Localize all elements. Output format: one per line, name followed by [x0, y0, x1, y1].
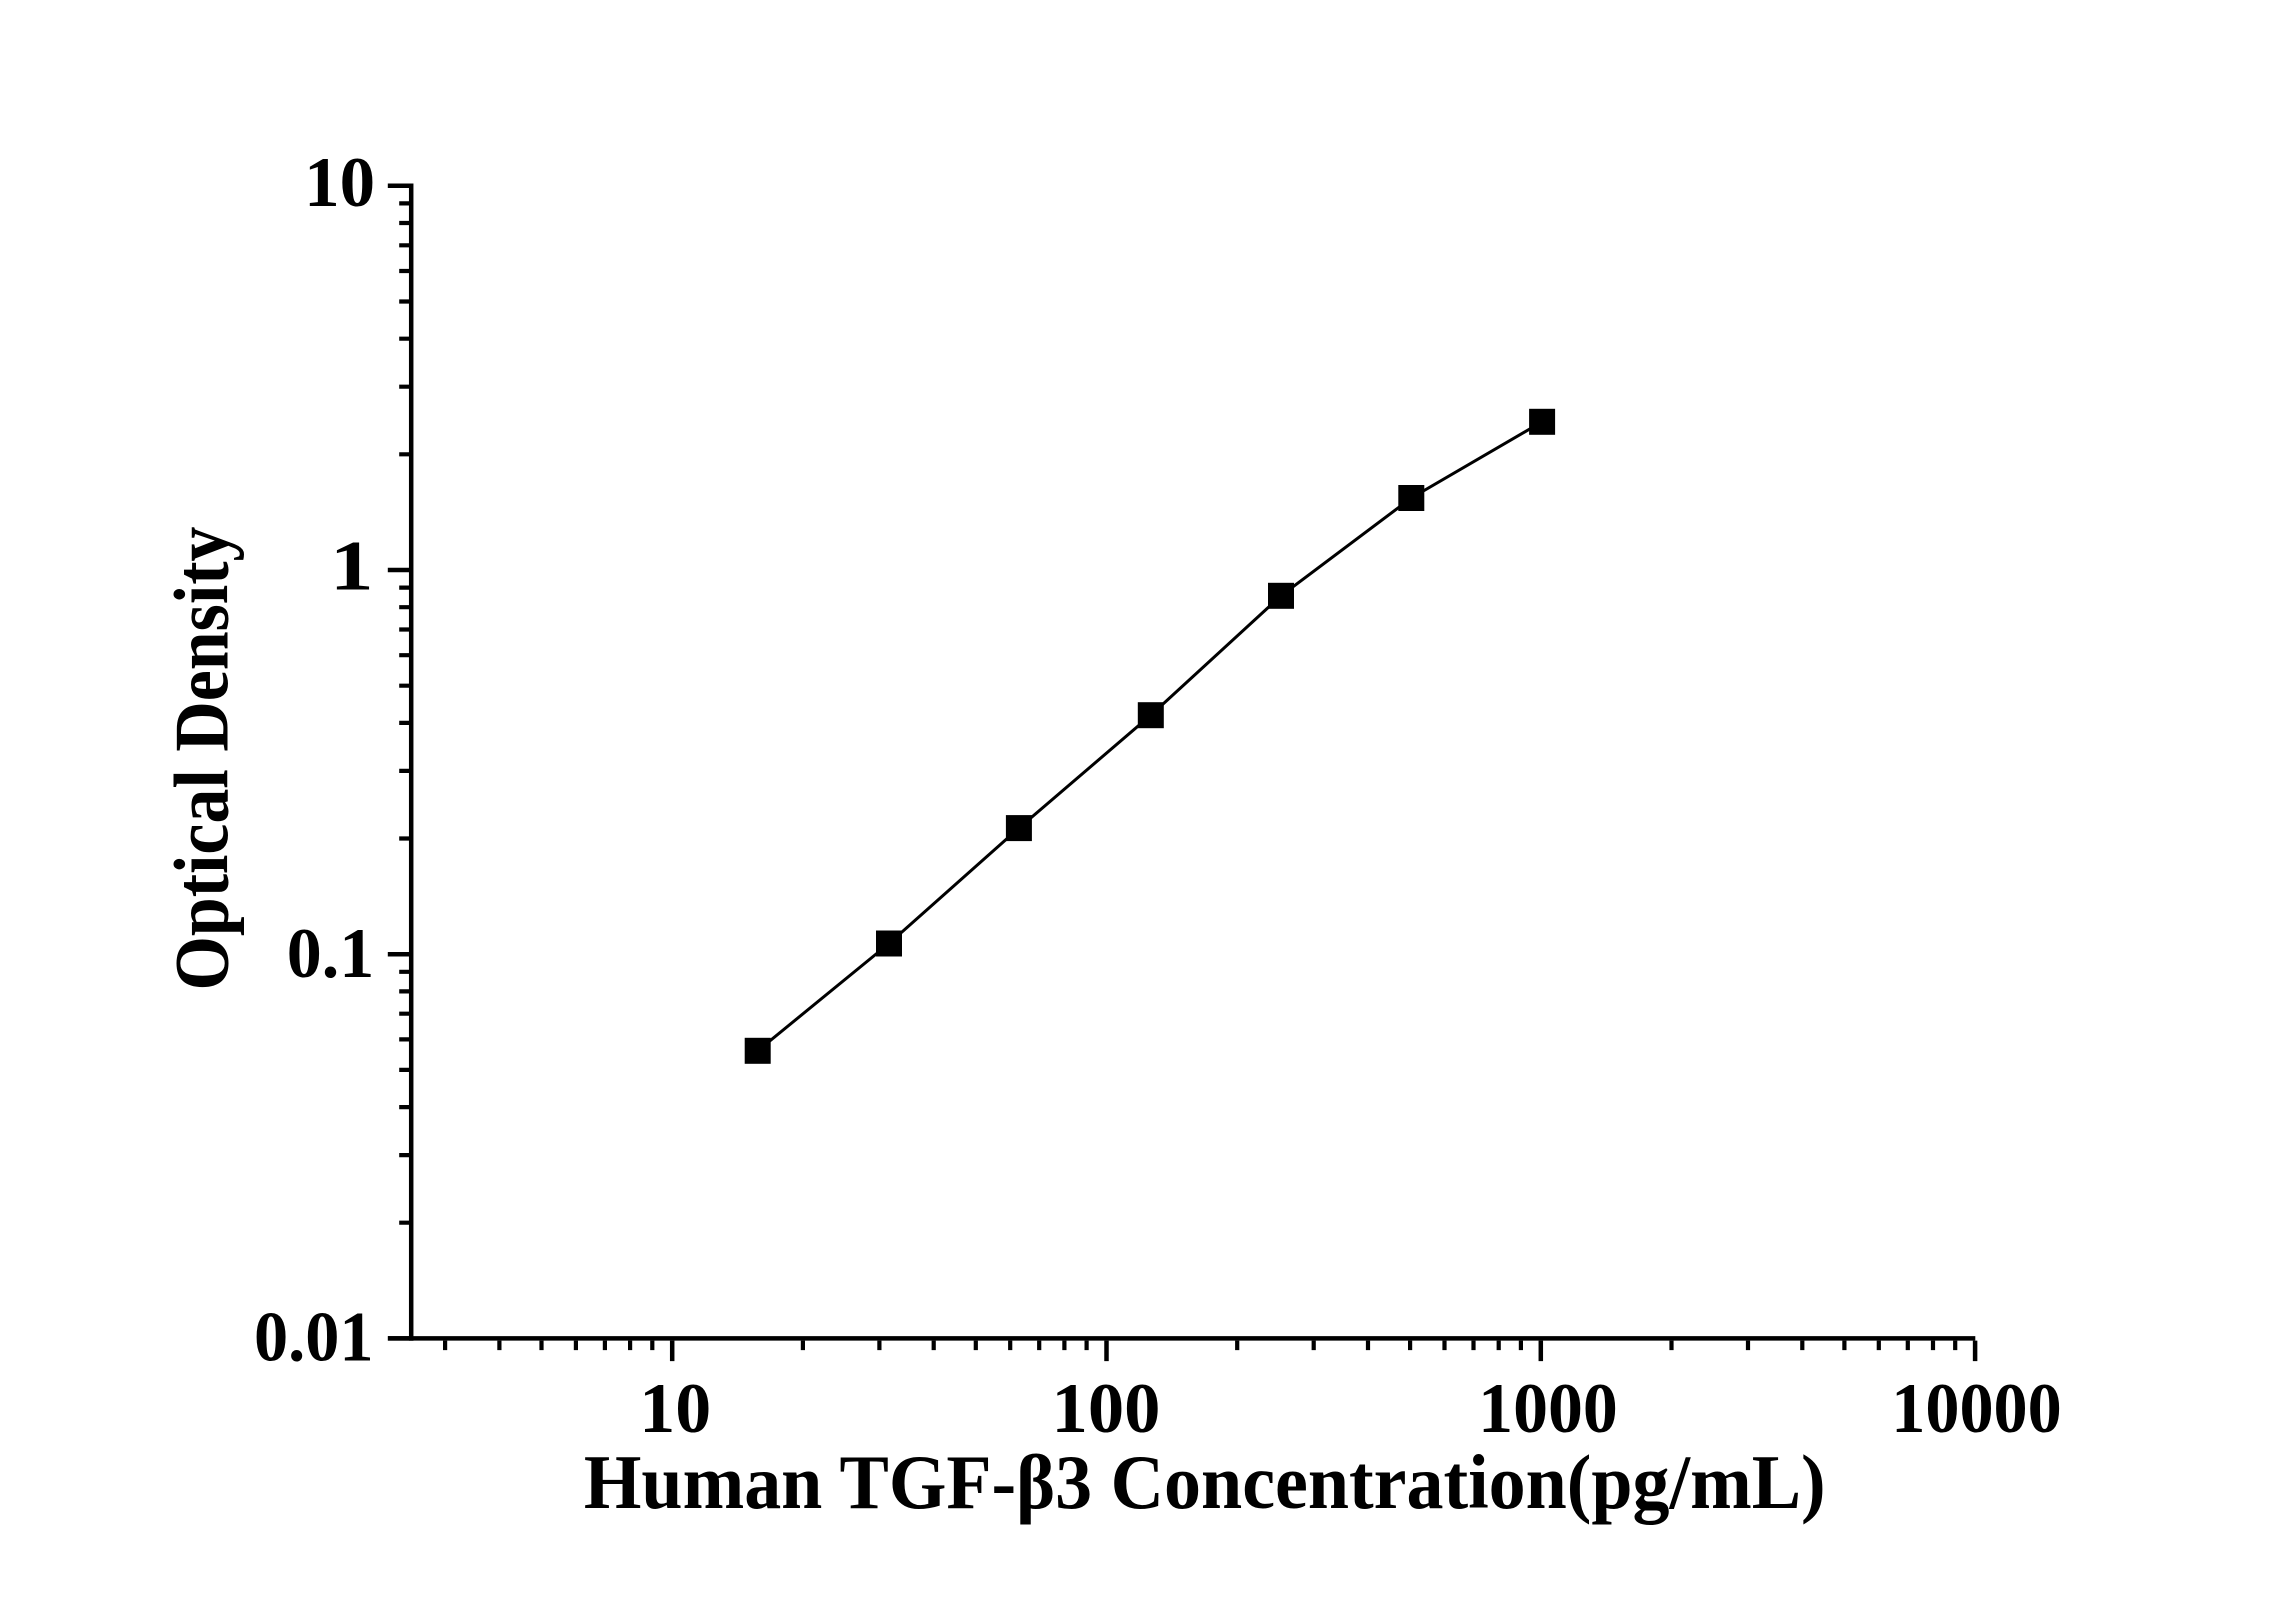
svg-text:Human TGF-β3 Concentration(pg/: Human TGF-β3 Concentration(pg/mL)	[584, 1439, 1826, 1525]
svg-text:1: 1	[330, 527, 374, 605]
svg-text:10000: 10000	[1891, 1370, 2062, 1448]
svg-text:Optical Density: Optical Density	[159, 527, 245, 991]
svg-text:1000: 1000	[1478, 1370, 1618, 1448]
svg-text:100: 100	[1052, 1370, 1161, 1448]
svg-text:10: 10	[639, 1370, 711, 1448]
svg-text:0.1: 0.1	[287, 915, 375, 993]
svg-text:0.01: 0.01	[254, 1298, 374, 1376]
svg-text:10: 10	[304, 144, 375, 222]
